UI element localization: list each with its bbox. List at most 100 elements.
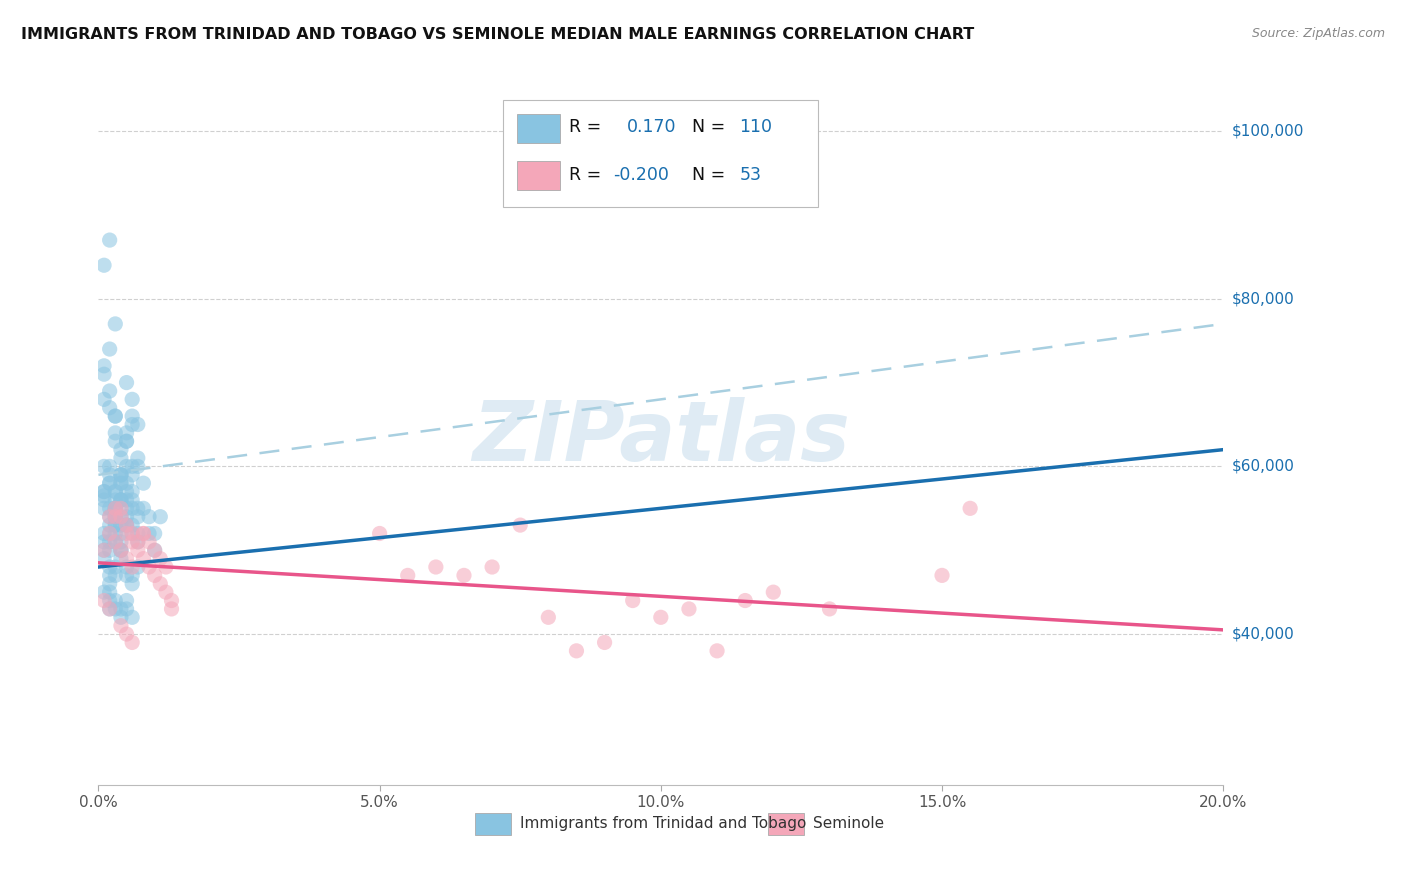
- Text: R =: R =: [568, 166, 600, 184]
- Point: [98, 509, 121, 524]
- Point: [104, 509, 127, 524]
- Point: [98, 526, 121, 541]
- Point: [160, 593, 183, 607]
- Point: [453, 568, 475, 582]
- Point: [110, 610, 132, 624]
- Point: [149, 509, 172, 524]
- FancyBboxPatch shape: [475, 813, 512, 835]
- Point: [98, 501, 121, 516]
- Point: [127, 509, 149, 524]
- Point: [110, 467, 132, 482]
- FancyBboxPatch shape: [517, 113, 560, 143]
- Point: [104, 534, 127, 549]
- Point: [121, 518, 143, 533]
- Point: [155, 585, 177, 599]
- Point: [93, 258, 115, 272]
- Text: Immigrants from Trinidad and Tobago: Immigrants from Trinidad and Tobago: [520, 816, 807, 831]
- Point: [127, 450, 149, 465]
- Point: [121, 534, 143, 549]
- Point: [93, 593, 115, 607]
- Point: [110, 509, 132, 524]
- Point: [121, 635, 143, 649]
- Point: [98, 233, 121, 247]
- Point: [93, 368, 115, 382]
- Point: [650, 610, 672, 624]
- Point: [115, 476, 138, 491]
- Point: [110, 543, 132, 558]
- Point: [115, 492, 138, 507]
- Point: [138, 509, 160, 524]
- Point: [93, 484, 115, 499]
- Point: [149, 551, 172, 566]
- Text: 0.170: 0.170: [627, 119, 676, 136]
- Point: [132, 476, 155, 491]
- Point: [104, 409, 127, 424]
- Point: [143, 543, 166, 558]
- Point: [115, 568, 138, 582]
- Point: [104, 509, 127, 524]
- Point: [132, 526, 155, 541]
- Point: [110, 534, 132, 549]
- Point: [98, 602, 121, 616]
- Point: [143, 568, 166, 582]
- Point: [93, 492, 115, 507]
- Point: [132, 501, 155, 516]
- Point: [127, 501, 149, 516]
- Point: [115, 484, 138, 499]
- Point: [115, 425, 138, 440]
- Point: [104, 484, 127, 499]
- Point: [121, 560, 143, 574]
- Text: R =: R =: [568, 119, 606, 136]
- Text: $80,000: $80,000: [1232, 292, 1295, 306]
- Point: [121, 576, 143, 591]
- Point: [110, 509, 132, 524]
- Point: [115, 551, 138, 566]
- Point: [110, 467, 132, 482]
- Point: [110, 442, 132, 457]
- Point: [104, 560, 127, 574]
- Point: [98, 593, 121, 607]
- Point: [481, 560, 503, 574]
- Point: [93, 359, 115, 373]
- Point: [115, 509, 138, 524]
- Point: [593, 635, 616, 649]
- Point: [93, 543, 115, 558]
- Point: [121, 409, 143, 424]
- Point: [104, 409, 127, 424]
- Point: [104, 602, 127, 616]
- Point: [132, 551, 155, 566]
- Point: [368, 526, 391, 541]
- Point: [678, 602, 700, 616]
- Point: [115, 627, 138, 641]
- Text: N =: N =: [692, 166, 725, 184]
- Point: [93, 484, 115, 499]
- Point: [104, 434, 127, 449]
- Point: [115, 518, 138, 533]
- Text: IMMIGRANTS FROM TRINIDAD AND TOBAGO VS SEMINOLE MEDIAN MALE EARNINGS CORRELATION: IMMIGRANTS FROM TRINIDAD AND TOBAGO VS S…: [21, 27, 974, 42]
- Point: [818, 602, 841, 616]
- Point: [138, 560, 160, 574]
- Point: [959, 501, 981, 516]
- Point: [104, 518, 127, 533]
- Point: [509, 518, 531, 533]
- Point: [110, 492, 132, 507]
- Point: [93, 543, 115, 558]
- Point: [110, 492, 132, 507]
- Point: [98, 543, 121, 558]
- Point: [931, 568, 953, 582]
- Point: [110, 551, 132, 566]
- FancyBboxPatch shape: [503, 100, 818, 208]
- Text: $40,000: $40,000: [1232, 626, 1295, 641]
- Point: [104, 509, 127, 524]
- Point: [127, 543, 149, 558]
- Point: [104, 526, 127, 541]
- Point: [115, 501, 138, 516]
- Point: [127, 560, 149, 574]
- Point: [104, 317, 127, 331]
- Point: [104, 501, 127, 516]
- Point: [98, 568, 121, 582]
- Point: [104, 534, 127, 549]
- Text: 53: 53: [740, 166, 762, 184]
- Point: [127, 526, 149, 541]
- Point: [115, 376, 138, 390]
